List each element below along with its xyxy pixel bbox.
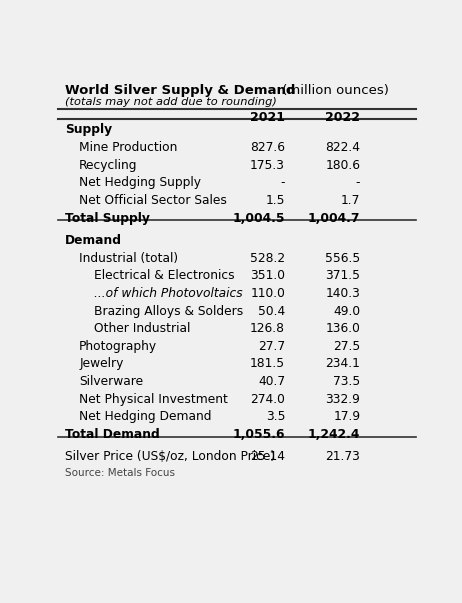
- Text: 27.7: 27.7: [258, 340, 285, 353]
- Text: Silver Price (US$/oz, London Price): Silver Price (US$/oz, London Price): [65, 450, 275, 463]
- Text: Mine Production: Mine Production: [79, 141, 177, 154]
- Text: Net Hedging Demand: Net Hedging Demand: [79, 411, 212, 423]
- Text: 1,004.7: 1,004.7: [308, 212, 360, 225]
- Text: 1,055.6: 1,055.6: [232, 428, 285, 441]
- Text: -: -: [280, 176, 285, 189]
- Text: 181.5: 181.5: [250, 358, 285, 370]
- Text: Other Industrial: Other Industrial: [93, 322, 190, 335]
- Text: Supply: Supply: [65, 124, 112, 136]
- Text: 528.2: 528.2: [250, 251, 285, 265]
- Text: (million ounces): (million ounces): [278, 84, 389, 97]
- Text: 2021: 2021: [250, 112, 285, 124]
- Text: 332.9: 332.9: [325, 393, 360, 406]
- Text: Net Official Sector Sales: Net Official Sector Sales: [79, 194, 227, 207]
- Text: 50.4: 50.4: [258, 305, 285, 318]
- Text: 274.0: 274.0: [250, 393, 285, 406]
- Text: (totals may not add due to rounding): (totals may not add due to rounding): [65, 96, 277, 107]
- Text: 49.0: 49.0: [333, 305, 360, 318]
- Text: 73.5: 73.5: [333, 375, 360, 388]
- Text: 136.0: 136.0: [325, 322, 360, 335]
- Text: Industrial (total): Industrial (total): [79, 251, 178, 265]
- Text: Total Supply: Total Supply: [65, 212, 150, 225]
- Text: 822.4: 822.4: [325, 141, 360, 154]
- Text: 40.7: 40.7: [258, 375, 285, 388]
- Text: Silverware: Silverware: [79, 375, 143, 388]
- Text: Total Demand: Total Demand: [65, 428, 160, 441]
- Text: 126.8: 126.8: [250, 322, 285, 335]
- Text: Demand: Demand: [65, 234, 122, 247]
- Text: 1,242.4: 1,242.4: [308, 428, 360, 441]
- Text: Brazing Alloys & Solders: Brazing Alloys & Solders: [93, 305, 243, 318]
- Text: 140.3: 140.3: [325, 287, 360, 300]
- Text: 110.0: 110.0: [250, 287, 285, 300]
- Text: Net Physical Investment: Net Physical Investment: [79, 393, 228, 406]
- Text: ...of which Photovoltaics: ...of which Photovoltaics: [93, 287, 242, 300]
- Text: 25.14: 25.14: [250, 450, 285, 463]
- Text: Source: Metals Focus: Source: Metals Focus: [65, 468, 175, 478]
- Text: 27.5: 27.5: [333, 340, 360, 353]
- Text: 175.3: 175.3: [250, 159, 285, 172]
- Text: Jewelry: Jewelry: [79, 358, 124, 370]
- Text: 1.5: 1.5: [266, 194, 285, 207]
- Text: -: -: [356, 176, 360, 189]
- Text: 17.9: 17.9: [333, 411, 360, 423]
- Text: Recycling: Recycling: [79, 159, 138, 172]
- Text: 827.6: 827.6: [250, 141, 285, 154]
- Text: World Silver Supply & Demand: World Silver Supply & Demand: [65, 84, 295, 97]
- Text: 3.5: 3.5: [266, 411, 285, 423]
- Text: 371.5: 371.5: [325, 269, 360, 282]
- Text: Electrical & Electronics: Electrical & Electronics: [93, 269, 234, 282]
- Text: Net Hedging Supply: Net Hedging Supply: [79, 176, 201, 189]
- Text: 2022: 2022: [325, 112, 360, 124]
- Text: 1.7: 1.7: [341, 194, 360, 207]
- Text: 234.1: 234.1: [325, 358, 360, 370]
- Text: 1,004.5: 1,004.5: [232, 212, 285, 225]
- Text: 21.73: 21.73: [325, 450, 360, 463]
- Text: Photography: Photography: [79, 340, 158, 353]
- Text: 351.0: 351.0: [250, 269, 285, 282]
- Text: 180.6: 180.6: [325, 159, 360, 172]
- Text: 556.5: 556.5: [325, 251, 360, 265]
